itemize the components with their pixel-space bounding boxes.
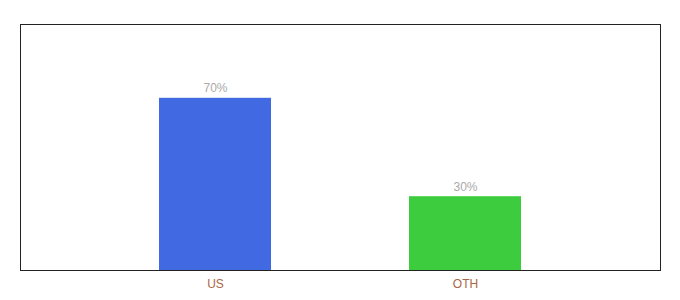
svg-text:30%: 30% xyxy=(453,180,477,194)
svg-text:70%: 70% xyxy=(203,81,227,95)
svg-text:US: US xyxy=(207,277,224,291)
svg-text:OTH: OTH xyxy=(453,277,478,291)
